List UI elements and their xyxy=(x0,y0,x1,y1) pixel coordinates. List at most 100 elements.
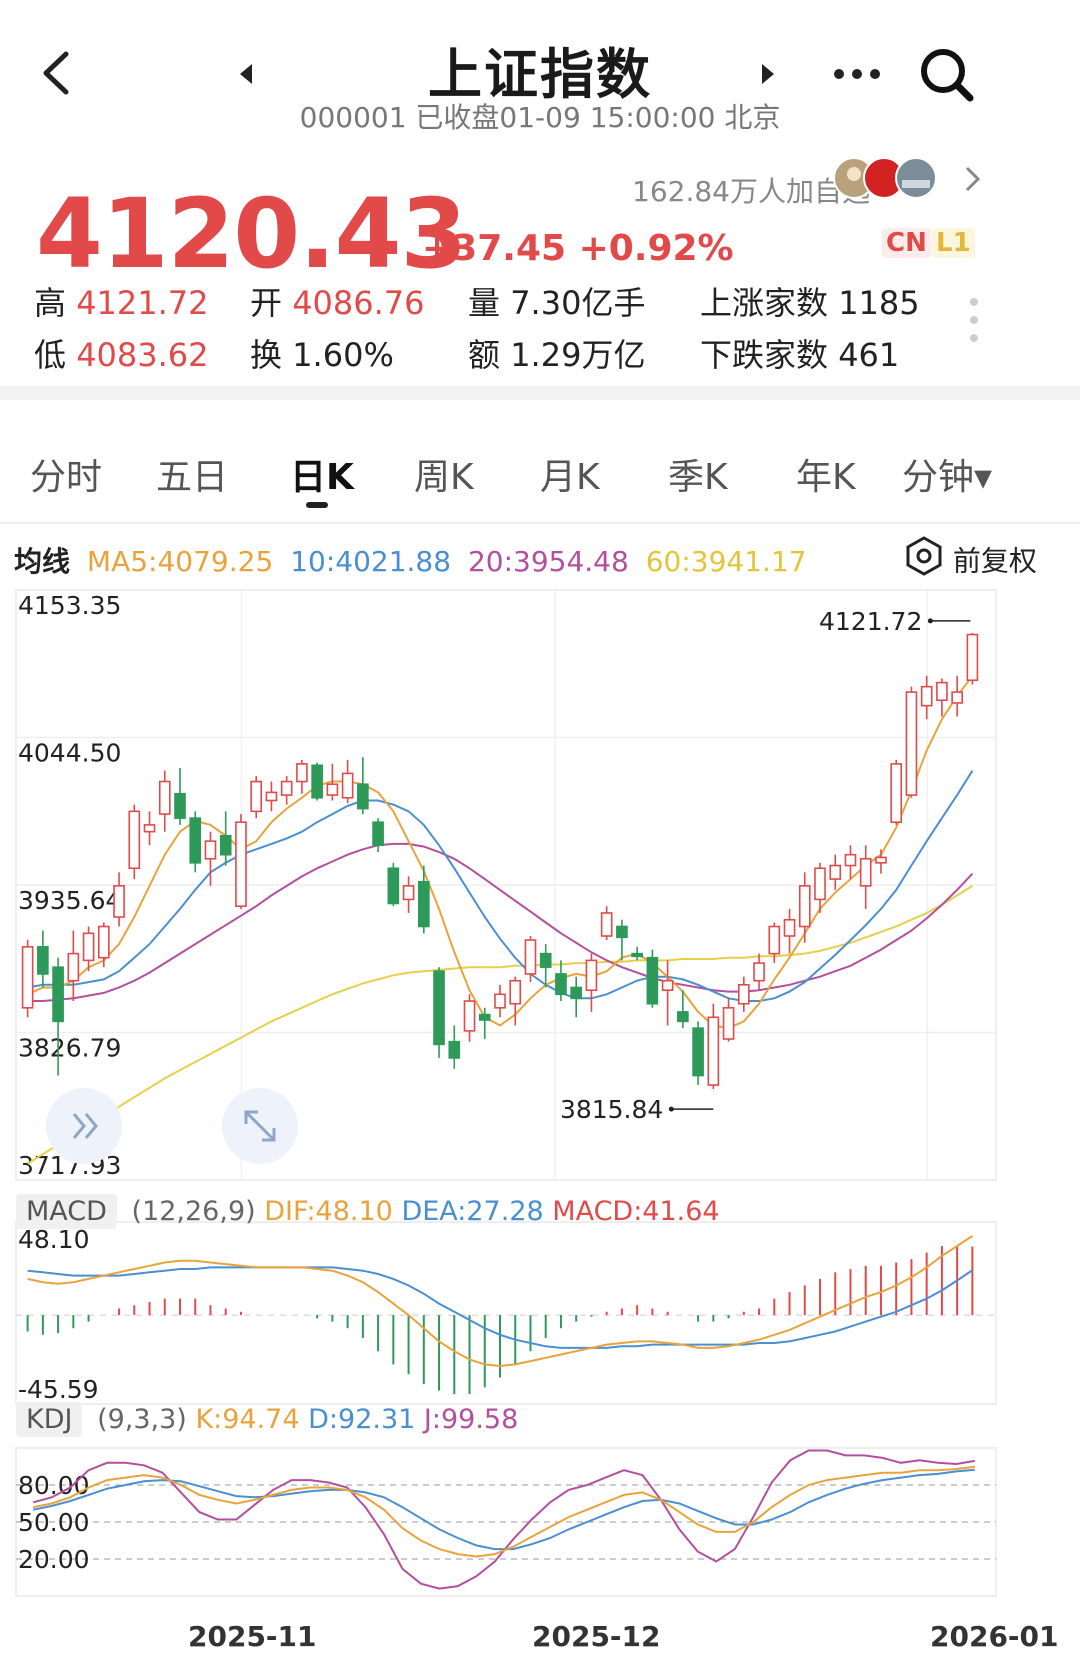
k-value: K:94.74 xyxy=(195,1404,300,1435)
ma60-value: 60:3941.17 xyxy=(645,545,807,578)
kdj-y-label: 20.00 xyxy=(18,1545,90,1574)
stat-open: 开 4086.76 xyxy=(250,284,425,322)
candle-body xyxy=(600,912,613,937)
tab-divider xyxy=(0,522,1080,524)
kdj-indicator-button[interactable]: KDJ xyxy=(16,1402,83,1437)
macd-params: (12,26,9) xyxy=(131,1196,256,1227)
candle-body xyxy=(341,772,354,799)
tab-weekly-k[interactable]: 周K xyxy=(414,457,474,498)
candle-body xyxy=(52,966,64,1023)
candle-body xyxy=(417,881,430,928)
ma-label: 均线 xyxy=(14,545,71,578)
candle-body xyxy=(219,834,232,856)
j-value: J:99.58 xyxy=(423,1404,519,1435)
candle-body xyxy=(326,783,339,796)
adjust-label: 前复权 xyxy=(952,544,1037,578)
macd-indicator-button[interactable]: MACD xyxy=(16,1194,117,1229)
candle-body xyxy=(463,1000,476,1032)
stat-high: 高 4121.72 xyxy=(34,284,209,322)
dea-line xyxy=(27,1266,973,1349)
candle-body xyxy=(143,824,156,833)
candle-body xyxy=(250,780,263,813)
tab-daily-k[interactable]: 日K xyxy=(290,457,354,498)
status-subtitle: 000001 已收盘01-09 15:00:00 北京 xyxy=(299,101,781,134)
candle-body xyxy=(189,817,202,864)
candle-body xyxy=(875,856,887,864)
cn-badge: CN xyxy=(882,228,931,258)
next-stock-icon[interactable] xyxy=(758,62,778,90)
candle-body xyxy=(951,691,963,704)
candle-body xyxy=(814,867,826,901)
d-value: D:92.31 xyxy=(308,1404,416,1435)
j-line xyxy=(32,1449,975,1590)
candle-body xyxy=(265,791,278,802)
tab-yearly-k[interactable]: 年K xyxy=(796,457,856,498)
candle-body xyxy=(646,956,659,1005)
section-divider xyxy=(0,386,1080,400)
candle-body xyxy=(280,780,293,796)
watchers-count[interactable]: 162.84万人加自选 xyxy=(632,175,870,208)
ma5-value: MA5:4079.25 xyxy=(86,545,274,578)
adjust-settings[interactable]: 前复权 xyxy=(904,536,1037,583)
x-tick-label: 2026-01 xyxy=(930,1620,1059,1653)
y-axis-label: 3826.79 xyxy=(18,1033,121,1062)
kdj-params: (9,3,3) xyxy=(97,1404,187,1435)
macd-y-label: 48.10 xyxy=(18,1225,90,1254)
l1-badge: L1 xyxy=(932,228,975,258)
candle-body xyxy=(113,885,125,918)
candle-body xyxy=(128,810,141,870)
max-marker-dot xyxy=(927,618,933,624)
candle-body xyxy=(798,885,811,928)
tab-wuri[interactable]: 五日 xyxy=(156,457,229,498)
candle-body xyxy=(753,962,765,982)
search-icon[interactable] xyxy=(916,44,976,108)
candle-body xyxy=(82,932,95,962)
back-icon[interactable] xyxy=(36,48,76,98)
candle-body xyxy=(97,925,110,959)
ma60-line xyxy=(27,885,973,1165)
candle-body xyxy=(966,633,979,682)
dif-line xyxy=(27,1235,973,1368)
ma5-line xyxy=(27,675,974,1030)
y-axis-label: 4153.35 xyxy=(18,591,121,620)
y-axis-label: 3935.64 xyxy=(18,886,121,915)
candle-body xyxy=(235,821,247,907)
expand-chart-button[interactable] xyxy=(46,1088,122,1164)
candle-body xyxy=(296,763,308,783)
more-icon[interactable] xyxy=(832,66,882,85)
candle-body xyxy=(707,1016,720,1086)
candle-body xyxy=(524,939,537,975)
candle-body xyxy=(692,1027,704,1077)
candle-body xyxy=(494,993,506,1009)
dea-value: DEA:27.28 xyxy=(401,1196,544,1227)
ma20-line xyxy=(27,842,974,1002)
price-change: +37.45 +0.92% xyxy=(422,228,734,269)
d-line xyxy=(33,1468,975,1551)
avatar[interactable] xyxy=(832,156,952,204)
fullscreen-button[interactable] xyxy=(222,1088,298,1164)
stat-amount: 额 1.29万亿 xyxy=(468,336,646,374)
chevron-right-icon[interactable] xyxy=(962,164,982,198)
candle-body xyxy=(677,1011,689,1023)
candle-body xyxy=(631,952,643,958)
double-chevron-right-icon xyxy=(72,1113,98,1139)
max-price-label: 4121.72 xyxy=(819,607,922,636)
vertical-more-icon[interactable] xyxy=(968,296,980,350)
candle-body xyxy=(37,946,49,975)
active-tab-indicator xyxy=(306,502,328,508)
stat-low: 低 4083.62 xyxy=(34,336,209,374)
tab-minutes[interactable]: 分钟▾ xyxy=(902,457,993,498)
candle-body xyxy=(478,1013,491,1021)
tab-fenshi[interactable]: 分时 xyxy=(30,457,103,498)
kdj-y-label: 50.00 xyxy=(18,1508,90,1537)
dif-value: DIF:48.10 xyxy=(264,1196,393,1227)
fullscreen-icon xyxy=(244,1110,276,1142)
tab-quarterly-k[interactable]: 季K xyxy=(668,457,728,498)
stat-turnover: 换 1.60% xyxy=(250,336,394,374)
tab-monthly-k[interactable]: 月K xyxy=(540,457,600,498)
candle-body xyxy=(311,764,323,799)
x-tick-label: 2025-12 xyxy=(532,1620,661,1653)
stat-down-count: 下跌家数 461 xyxy=(700,336,900,374)
prev-stock-icon[interactable] xyxy=(236,62,256,90)
